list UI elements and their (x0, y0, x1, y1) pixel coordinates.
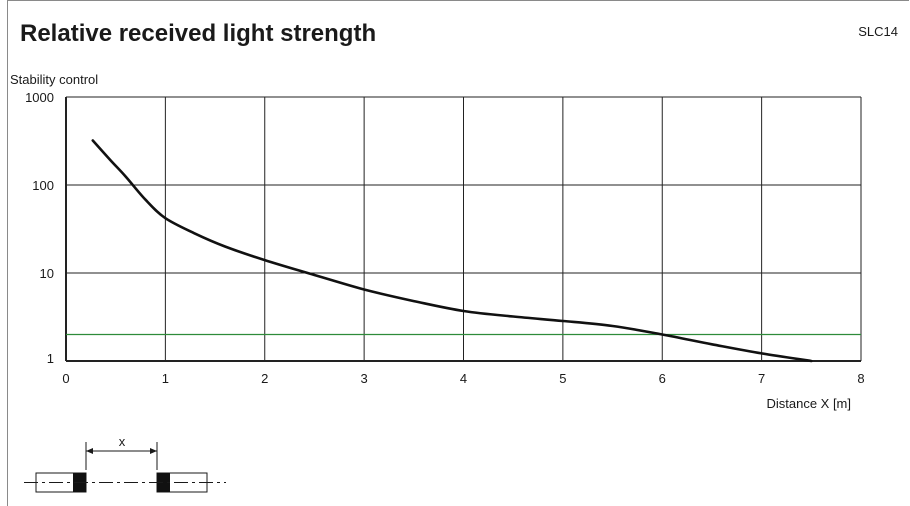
chart-title: Relative received light strength (20, 20, 377, 47)
x-tick-label-8: 8 (857, 371, 864, 386)
model-code: SLC14 (858, 24, 898, 39)
y-tick-label-1000: 1000 (25, 90, 54, 105)
grid (65, 96, 862, 362)
y-axis-label: Stability control (10, 72, 99, 87)
y-tick-label-10: 10 (40, 266, 54, 281)
x-tick-label-7: 7 (758, 371, 765, 386)
x-tick-label-0: 0 (62, 371, 69, 386)
diagram-distance-label: x (119, 434, 126, 449)
x-tick-label-2: 2 (261, 371, 268, 386)
receiver-lens (157, 473, 170, 492)
y-tick-labels: 1 10 100 1000 (25, 90, 54, 366)
x-tick-labels: 0 1 2 3 4 5 6 7 8 (62, 371, 864, 386)
diagram-arrow-right (150, 448, 157, 454)
y-tick-label-100: 100 (32, 178, 54, 193)
x-tick-label-3: 3 (361, 371, 368, 386)
x-tick-label-1: 1 (162, 371, 169, 386)
x-tick-label-6: 6 (659, 371, 666, 386)
diagram-arrow-left (86, 448, 93, 454)
figure-frame (7, 0, 909, 506)
x-tick-label-4: 4 (460, 371, 467, 386)
x-axis-label: Distance X [m] (766, 396, 851, 411)
sensor-diagram: x (24, 434, 226, 493)
series-curve (91, 139, 813, 363)
x-tick-label-5: 5 (559, 371, 566, 386)
y-tick-label-1: 1 (47, 351, 54, 366)
